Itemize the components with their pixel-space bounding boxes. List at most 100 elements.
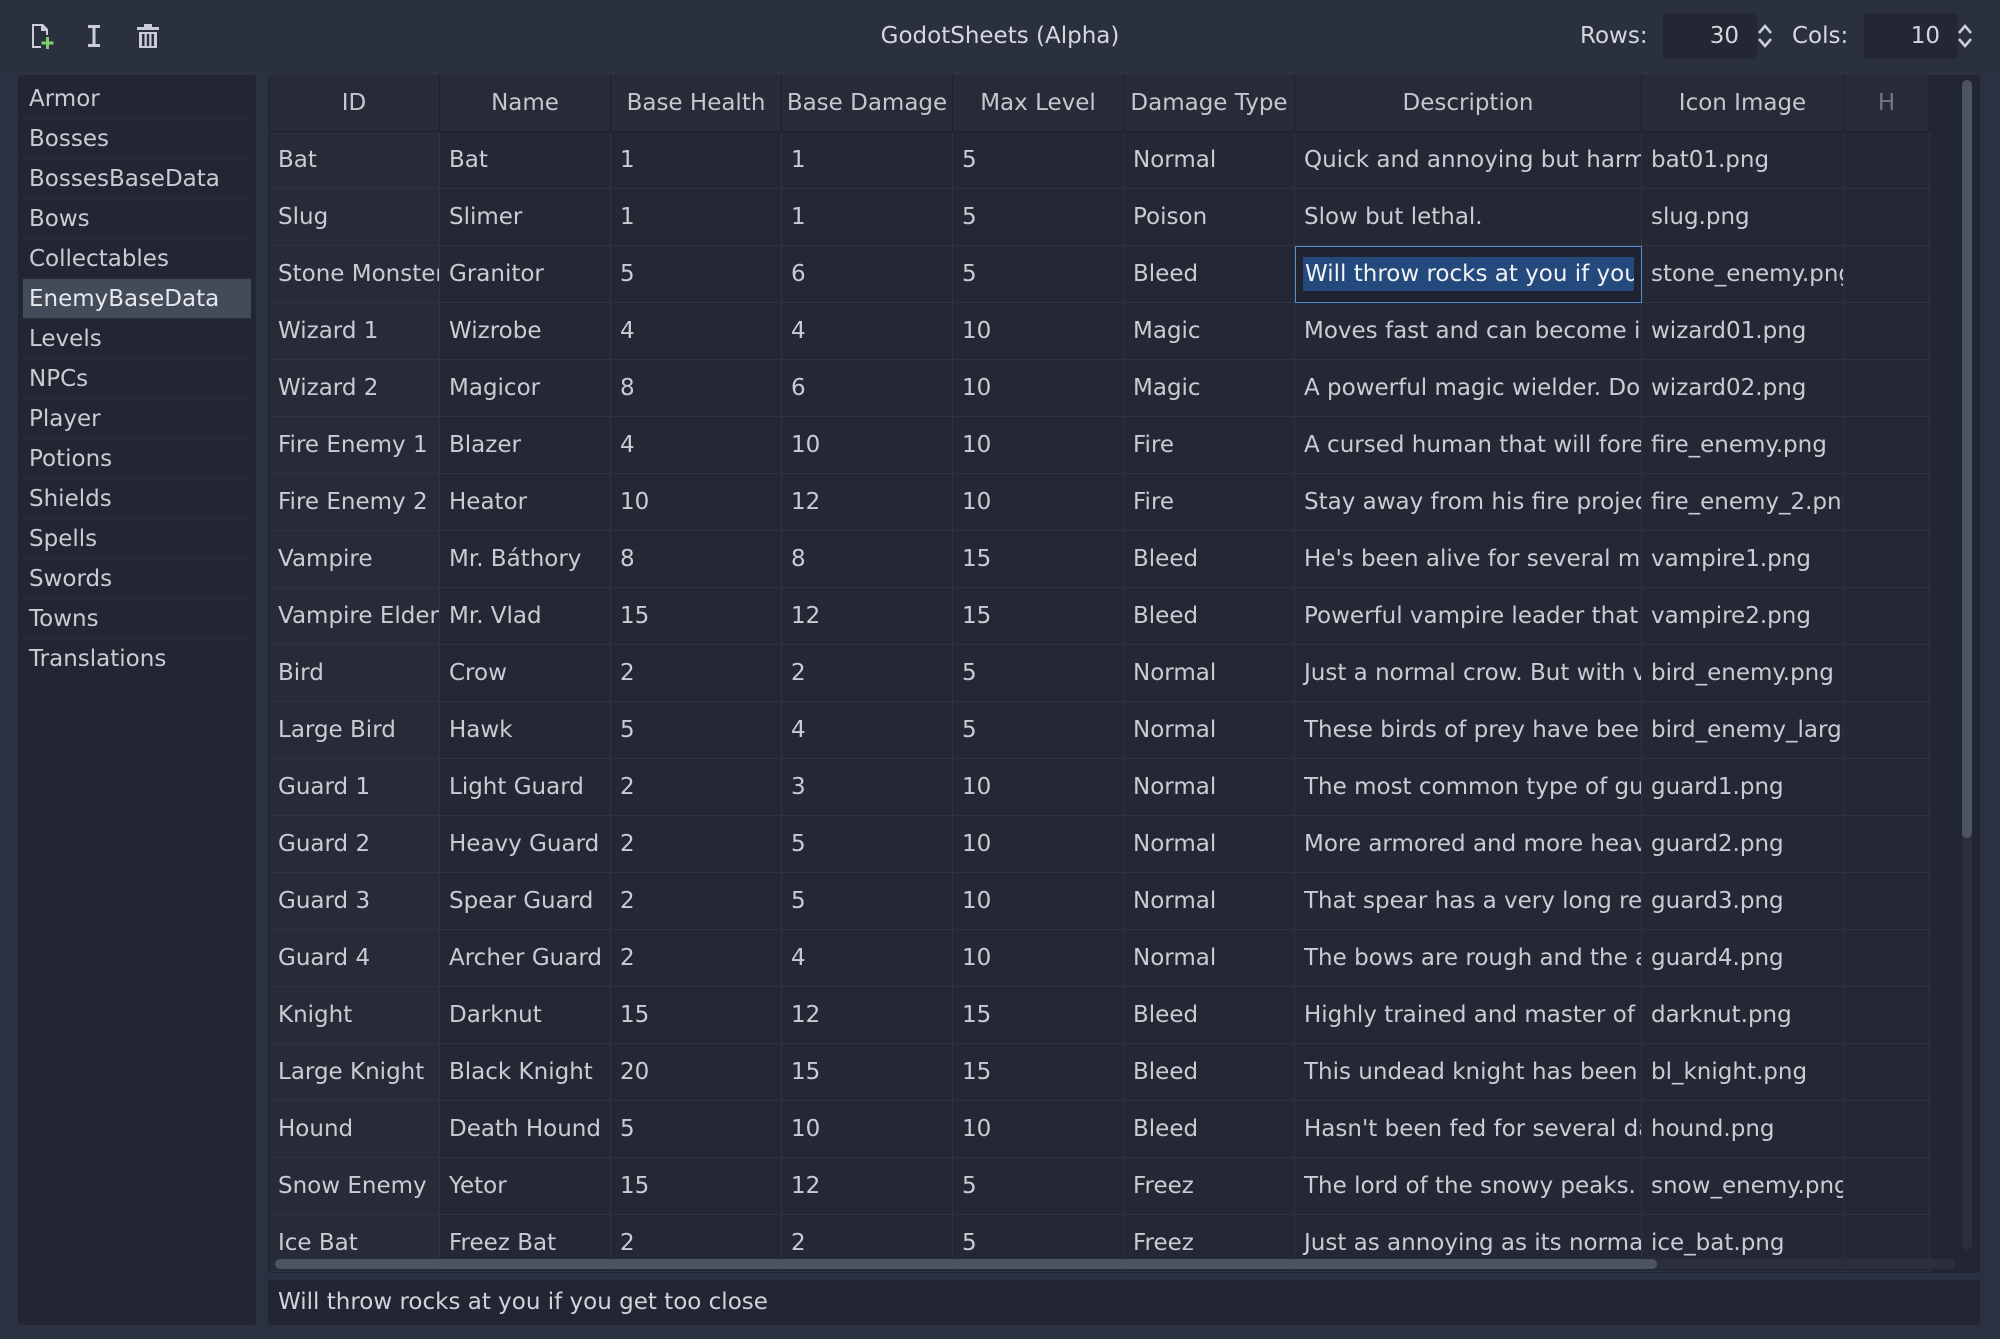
table-cell[interactable]: 10 bbox=[953, 417, 1124, 474]
table-cell[interactable]: 5 bbox=[953, 189, 1124, 246]
table-cell[interactable]: 15 bbox=[953, 588, 1124, 645]
table-cell[interactable] bbox=[1844, 189, 1930, 246]
table-cell[interactable]: 1 bbox=[782, 189, 953, 246]
sidebar-item-armor[interactable]: Armor bbox=[23, 79, 251, 119]
table-cell[interactable]: 15 bbox=[611, 1158, 782, 1215]
table-cell[interactable]: 10 bbox=[953, 1101, 1124, 1158]
table-cell[interactable]: Normal bbox=[1124, 873, 1295, 930]
table-cell[interactable]: 2 bbox=[611, 873, 782, 930]
table-cell[interactable]: 1 bbox=[611, 189, 782, 246]
sidebar-item-npcs[interactable]: NPCs bbox=[23, 359, 251, 399]
table-cell[interactable] bbox=[1844, 1044, 1930, 1101]
table-cell[interactable]: guard3.png bbox=[1642, 873, 1844, 930]
table-cell[interactable]: Wizard 2 bbox=[269, 360, 440, 417]
table-cell[interactable]: 2 bbox=[611, 816, 782, 873]
table-cell[interactable]: guard1.png bbox=[1642, 759, 1844, 816]
delete-icon[interactable] bbox=[130, 18, 166, 54]
sidebar-item-bosses[interactable]: Bosses bbox=[23, 119, 251, 159]
table-cell[interactable]: Heavy Guard bbox=[440, 816, 611, 873]
table-cell[interactable]: The most common type of guar bbox=[1295, 759, 1642, 816]
table-cell[interactable]: bat01.png bbox=[1642, 132, 1844, 189]
table-cell[interactable]: 20 bbox=[611, 1044, 782, 1101]
table-cell[interactable]: 8 bbox=[782, 531, 953, 588]
sidebar-item-towns[interactable]: Towns bbox=[23, 599, 251, 639]
table-cell[interactable]: 10 bbox=[953, 303, 1124, 360]
column-header[interactable]: Base Damage bbox=[782, 75, 953, 132]
table-cell[interactable]: 1 bbox=[782, 132, 953, 189]
table-cell[interactable]: Bleed bbox=[1124, 531, 1295, 588]
table-cell[interactable]: snow_enemy.png bbox=[1642, 1158, 1844, 1215]
table-cell[interactable]: Fire bbox=[1124, 417, 1295, 474]
table-cell[interactable] bbox=[1844, 246, 1930, 303]
sidebar-item-potions[interactable]: Potions bbox=[23, 439, 251, 479]
table-cell[interactable]: Spear Guard bbox=[440, 873, 611, 930]
table-cell[interactable]: These birds of prey have been t bbox=[1295, 702, 1642, 759]
table-cell[interactable] bbox=[1844, 417, 1930, 474]
table-cell[interactable]: slug.png bbox=[1642, 189, 1844, 246]
rows-stepper-icon[interactable] bbox=[1753, 20, 1777, 52]
vertical-scrollbar-thumb[interactable] bbox=[1962, 80, 1972, 838]
table-cell[interactable]: Vampire Elder bbox=[269, 588, 440, 645]
table-cell[interactable]: Wizrobe bbox=[440, 303, 611, 360]
table-cell[interactable]: Moves fast and can become invi bbox=[1295, 303, 1642, 360]
sidebar-item-shields[interactable]: Shields bbox=[23, 479, 251, 519]
table-cell[interactable]: Normal bbox=[1124, 132, 1295, 189]
table-cell[interactable]: Bleed bbox=[1124, 588, 1295, 645]
table-cell[interactable]: 10 bbox=[953, 474, 1124, 531]
table-cell[interactable]: Normal bbox=[1124, 759, 1295, 816]
table-cell[interactable]: fire_enemy_2.png bbox=[1642, 474, 1844, 531]
table-cell[interactable]: Guard 4 bbox=[269, 930, 440, 987]
table-cell[interactable]: 5 bbox=[611, 1101, 782, 1158]
table-cell[interactable]: Mr. Vlad bbox=[440, 588, 611, 645]
table-cell[interactable]: 8 bbox=[611, 360, 782, 417]
table-cell[interactable]: Yetor bbox=[440, 1158, 611, 1215]
table-cell[interactable]: Normal bbox=[1124, 816, 1295, 873]
table-cell[interactable]: More armored and more heavil bbox=[1295, 816, 1642, 873]
table-cell[interactable]: Crow bbox=[440, 645, 611, 702]
table-cell[interactable] bbox=[1844, 645, 1930, 702]
table-cell[interactable]: Bat bbox=[440, 132, 611, 189]
table-cell[interactable]: Snow Enemy bbox=[269, 1158, 440, 1215]
sidebar-item-spells[interactable]: Spells bbox=[23, 519, 251, 559]
table-cell[interactable]: 12 bbox=[782, 474, 953, 531]
table-cell[interactable]: guard2.png bbox=[1642, 816, 1844, 873]
rows-spinbox[interactable] bbox=[1663, 13, 1757, 59]
table-cell[interactable]: Slug bbox=[269, 189, 440, 246]
table-cell[interactable]: Mr. Báthory bbox=[440, 531, 611, 588]
table-cell[interactable]: Darknut bbox=[440, 987, 611, 1044]
table-cell[interactable]: 5 bbox=[953, 702, 1124, 759]
table-cell[interactable]: wizard02.png bbox=[1642, 360, 1844, 417]
table-cell[interactable]: 2 bbox=[611, 930, 782, 987]
table-cell[interactable]: Fire Enemy 1 bbox=[269, 417, 440, 474]
table-cell[interactable]: 5 bbox=[611, 702, 782, 759]
sidebar-item-swords[interactable]: Swords bbox=[23, 559, 251, 599]
table-cell[interactable]: vampire2.png bbox=[1642, 588, 1844, 645]
table-cell[interactable]: 12 bbox=[782, 987, 953, 1044]
table-cell[interactable]: Hound bbox=[269, 1101, 440, 1158]
table-cell[interactable]: Granitor bbox=[440, 246, 611, 303]
table-cell[interactable]: bird_enemy.png bbox=[1642, 645, 1844, 702]
column-header[interactable]: ID bbox=[269, 75, 440, 132]
table-cell[interactable]: fire_enemy.png bbox=[1642, 417, 1844, 474]
table-cell[interactable] bbox=[1844, 987, 1930, 1044]
table-cell[interactable]: Hawk bbox=[440, 702, 611, 759]
table-cell[interactable] bbox=[1844, 759, 1930, 816]
table-cell[interactable]: 10 bbox=[953, 759, 1124, 816]
table-cell[interactable]: 4 bbox=[782, 702, 953, 759]
table-cell[interactable]: 10 bbox=[782, 1101, 953, 1158]
rename-icon[interactable] bbox=[76, 18, 112, 54]
table-cell[interactable]: Fire Enemy 2 bbox=[269, 474, 440, 531]
table-cell[interactable]: Magic bbox=[1124, 360, 1295, 417]
table-cell[interactable]: 15 bbox=[782, 1044, 953, 1101]
table-cell[interactable]: 5 bbox=[782, 816, 953, 873]
table-cell[interactable]: 15 bbox=[953, 987, 1124, 1044]
column-header[interactable]: Base Health bbox=[611, 75, 782, 132]
table-cell[interactable]: Just a normal crow. But with ver bbox=[1295, 645, 1642, 702]
table-cell[interactable]: Archer Guard bbox=[440, 930, 611, 987]
table-cell[interactable]: Large Knight bbox=[269, 1044, 440, 1101]
selected-cell-text[interactable]: Will throw rocks at you if you ge bbox=[1303, 257, 1634, 291]
table-cell[interactable]: Guard 3 bbox=[269, 873, 440, 930]
table-cell[interactable]: 5 bbox=[953, 1158, 1124, 1215]
table-cell[interactable]: Large Bird bbox=[269, 702, 440, 759]
table-cell[interactable]: Hasn't been fed for several days bbox=[1295, 1101, 1642, 1158]
